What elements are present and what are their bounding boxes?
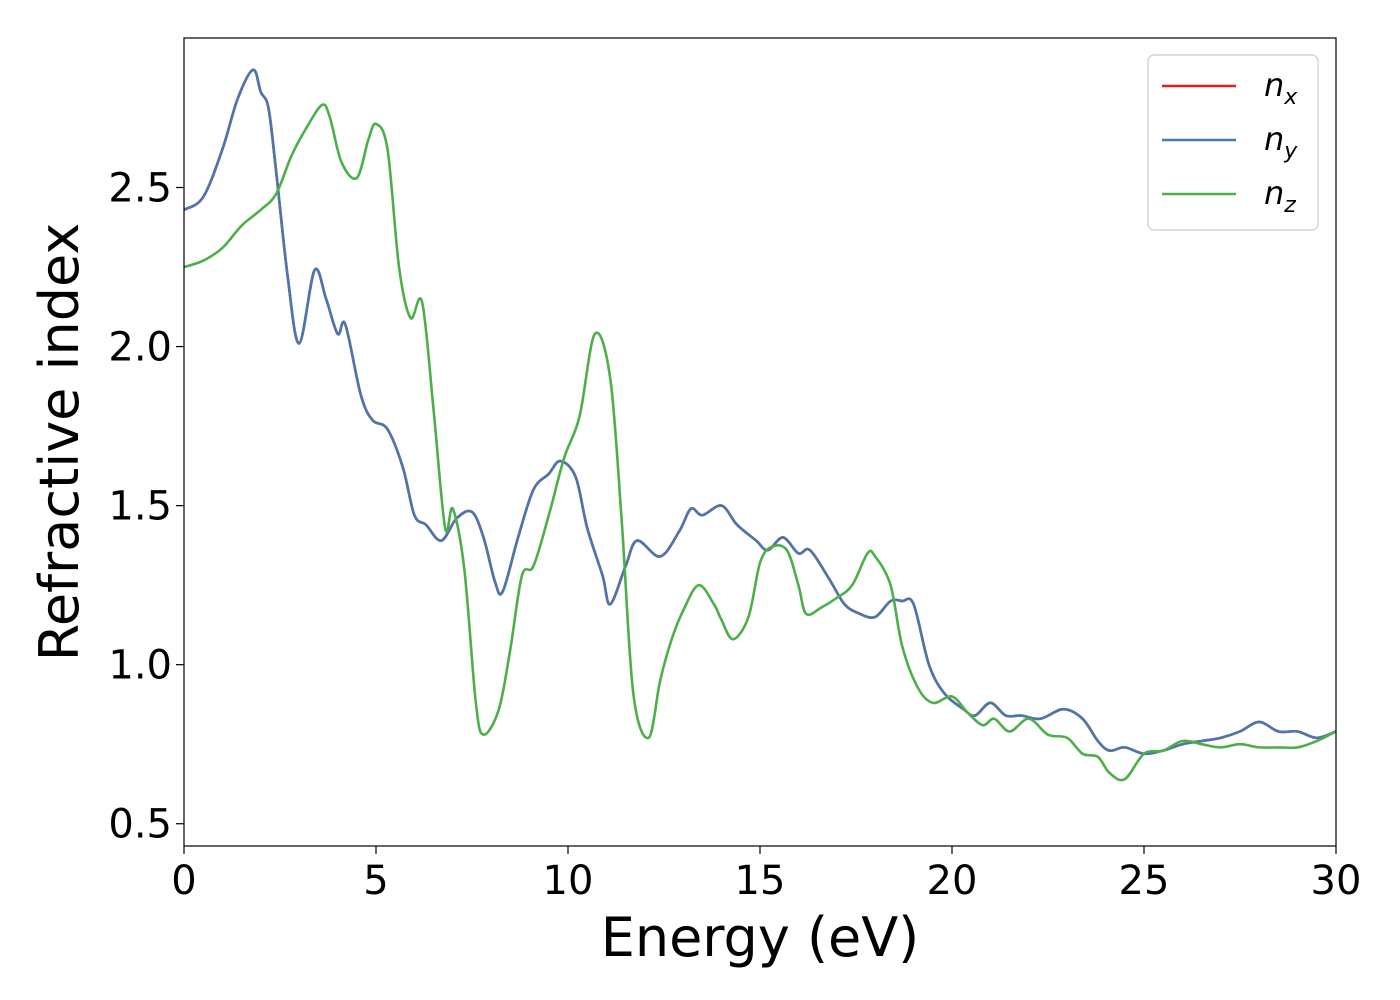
x-tick-label: 10 <box>543 858 594 904</box>
y-tick-label: 1.0 <box>108 643 172 689</box>
legend-label-main: n <box>1264 174 1284 212</box>
x-tick-label: 5 <box>363 858 388 904</box>
legend-label-subscript: y <box>1283 139 1298 164</box>
x-axis-ticks: 0 5 10 15 20 25 30 <box>171 846 1361 904</box>
x-tick-label: 15 <box>735 858 786 904</box>
x-axis-label: Energy (eV) <box>601 906 920 969</box>
y-axis-label: Refractive index <box>28 223 91 662</box>
legend-label-y: ny <box>1264 120 1298 164</box>
y-axis-ticks: 0.5 1.0 1.5 2.0 2.5 <box>108 166 184 848</box>
legend-label-main: n <box>1264 120 1284 158</box>
y-tick-label: 2.0 <box>108 325 172 371</box>
y-tick-label: 1.5 <box>108 484 172 530</box>
series-layer <box>184 68 1336 782</box>
legend-label-subscript: x <box>1283 85 1298 110</box>
y-tick-label: 2.5 <box>108 166 172 212</box>
legend-label-z: nz <box>1264 174 1296 218</box>
y-tick-label: 0.5 <box>108 802 172 848</box>
x-tick-label: 0 <box>171 858 196 904</box>
x-tick-label: 20 <box>927 858 978 904</box>
series-line-z <box>184 103 1336 782</box>
legend-label-main: n <box>1264 66 1284 104</box>
legend-label-x: nx <box>1264 66 1298 110</box>
plot-frame <box>183 37 1337 847</box>
legend-box <box>1147 54 1319 231</box>
x-tick-label: 25 <box>1119 858 1170 904</box>
legend-label-subscript: z <box>1283 193 1296 218</box>
series-line-y <box>184 68 1336 756</box>
x-tick-label: 30 <box>1311 858 1362 904</box>
